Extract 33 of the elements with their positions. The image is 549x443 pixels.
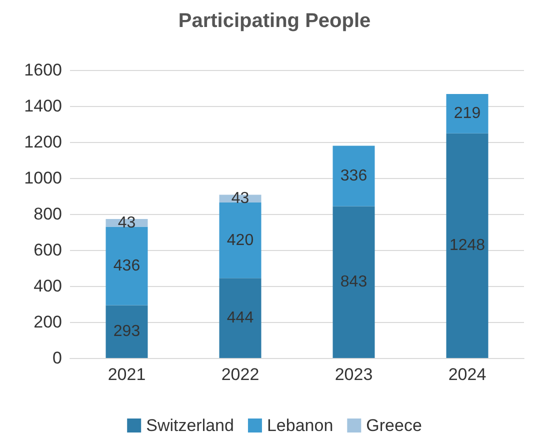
bar [219, 202, 262, 278]
legend-label: Lebanon [266, 416, 334, 435]
legend-label: Switzerland [146, 416, 234, 435]
bar [106, 305, 148, 358]
data-label: 336 [340, 168, 368, 185]
x-tick-label: 2023 [334, 365, 373, 384]
bar [446, 133, 488, 358]
chart-title: Participating People [178, 10, 371, 32]
data-label: 293 [113, 323, 140, 340]
bar [106, 226, 148, 306]
x-tick-label: 2024 [448, 365, 486, 384]
y-tick-label: 800 [34, 204, 62, 224]
bar [219, 278, 262, 358]
y-tick-label: 1400 [24, 96, 62, 116]
y-tick-label: 600 [34, 240, 62, 260]
data-label: 1248 [449, 237, 486, 254]
data-label: 436 [113, 258, 140, 275]
data-label: 420 [226, 232, 254, 249]
bar [332, 146, 375, 206]
bar [332, 206, 375, 358]
data-label: 843 [340, 274, 368, 291]
data-label: 219 [454, 105, 481, 122]
y-tick-label: 0 [52, 348, 62, 368]
x-tick-label: 2021 [108, 365, 146, 384]
bar [446, 94, 488, 134]
legend-label: Greece [366, 416, 422, 435]
x-tick-label: 2022 [221, 365, 260, 384]
y-tick-label: 1000 [24, 168, 62, 188]
y-tick-label: 1600 [24, 60, 62, 80]
data-label: 444 [226, 310, 254, 327]
y-tick-label: 200 [34, 312, 62, 332]
y-tick-label: 1200 [24, 132, 62, 152]
y-tick-label: 400 [34, 276, 62, 296]
